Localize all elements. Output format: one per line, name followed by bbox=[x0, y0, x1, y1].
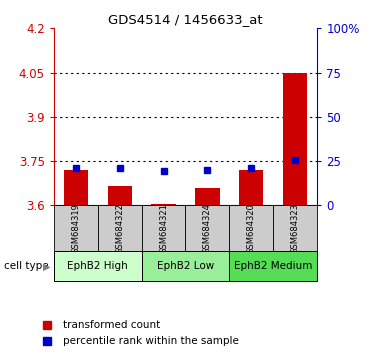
Bar bbox=[98, 205, 142, 251]
Text: transformed count: transformed count bbox=[63, 320, 161, 330]
Bar bbox=[151, 204, 175, 205]
Text: GSM684320: GSM684320 bbox=[247, 203, 256, 254]
Text: EphB2 Medium: EphB2 Medium bbox=[234, 261, 312, 272]
Text: cell type: cell type bbox=[4, 261, 48, 272]
Text: EphB2 Low: EphB2 Low bbox=[157, 261, 214, 272]
Bar bbox=[283, 73, 307, 205]
Text: GSM684319: GSM684319 bbox=[71, 203, 80, 254]
Bar bbox=[142, 205, 186, 251]
Text: GSM684322: GSM684322 bbox=[115, 203, 124, 254]
Bar bbox=[229, 251, 317, 281]
Bar bbox=[64, 170, 88, 205]
Bar bbox=[196, 188, 220, 205]
Bar bbox=[108, 186, 132, 205]
Bar bbox=[229, 205, 273, 251]
Text: GSM684324: GSM684324 bbox=[203, 203, 212, 254]
Title: GDS4514 / 1456633_at: GDS4514 / 1456633_at bbox=[108, 13, 263, 26]
Text: GSM684321: GSM684321 bbox=[159, 203, 168, 254]
Bar bbox=[239, 170, 263, 205]
Bar bbox=[54, 251, 142, 281]
Bar bbox=[273, 205, 317, 251]
Text: percentile rank within the sample: percentile rank within the sample bbox=[63, 336, 239, 346]
Text: EphB2 High: EphB2 High bbox=[67, 261, 128, 272]
Text: ▶: ▶ bbox=[43, 261, 50, 272]
Bar bbox=[186, 205, 229, 251]
Bar bbox=[142, 251, 229, 281]
Text: GSM684323: GSM684323 bbox=[291, 203, 300, 254]
Bar bbox=[54, 205, 98, 251]
